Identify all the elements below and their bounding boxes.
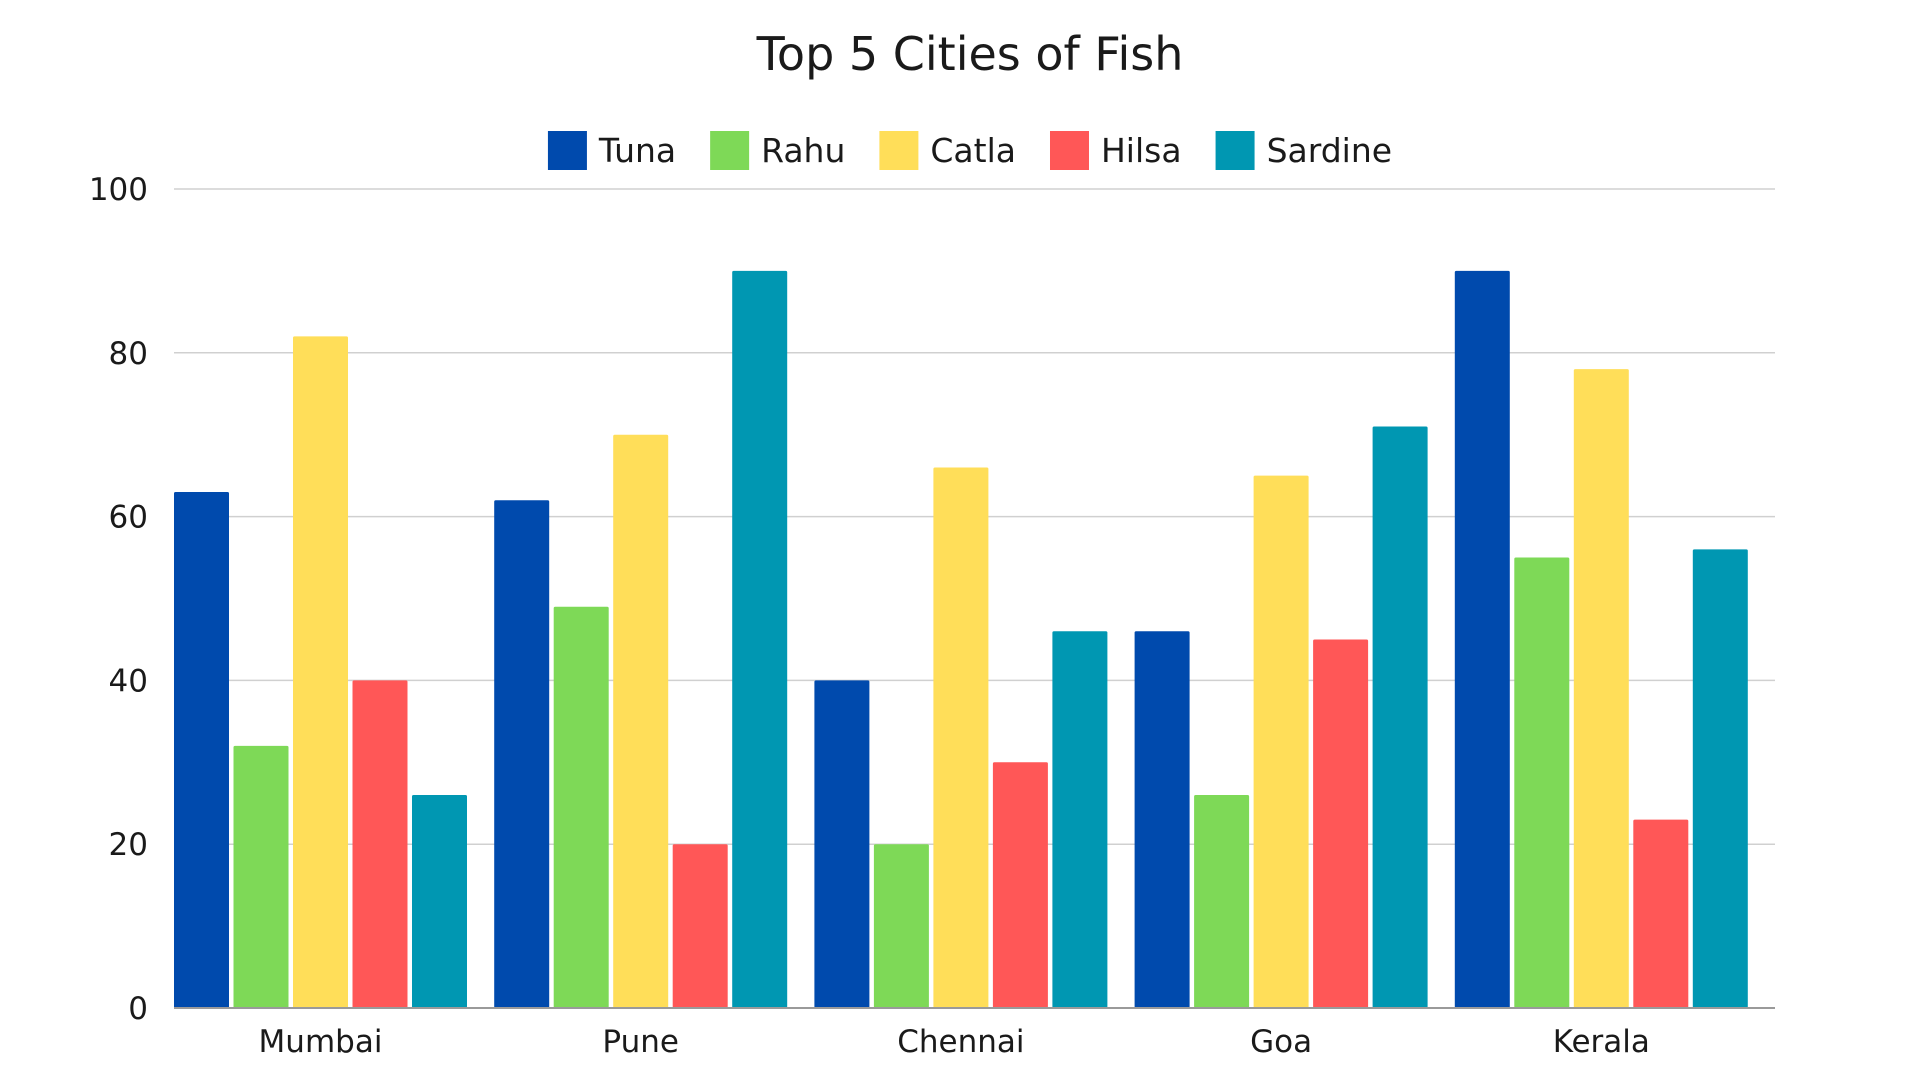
bar-sardine-chennai — [1052, 631, 1108, 1008]
bar-tuna-mumbai — [174, 492, 229, 1008]
x-category-label: Kerala — [1553, 1024, 1650, 1060]
x-category-label: Mumbai — [259, 1024, 383, 1060]
bar-sardine-pune — [732, 270, 788, 1008]
bar-hilsa-mumbai — [352, 680, 408, 1008]
bar-rahu-chennai — [873, 844, 929, 1008]
legend-swatch-sardine — [1215, 131, 1255, 170]
legend-label: Hilsa — [1101, 131, 1182, 170]
bar-sardine-goa — [1372, 426, 1428, 1008]
legend-swatch-hilsa — [1049, 131, 1089, 170]
bar-tuna-pune — [494, 500, 550, 1008]
bar-tuna-goa — [1134, 631, 1190, 1008]
chart-title: Top 5 Cities of Fish — [756, 27, 1184, 81]
legend-swatch-catla — [879, 131, 919, 170]
bars — [174, 270, 1748, 1009]
y-tick-label: 20 — [109, 827, 148, 863]
bar-hilsa-kerala — [1633, 819, 1689, 1008]
y-tick-label: 100 — [89, 172, 148, 208]
bar-tuna-kerala — [1454, 270, 1510, 1008]
bar-rahu-goa — [1194, 795, 1250, 1008]
y-tick-label: 80 — [109, 336, 148, 372]
legend-label: Tuna — [598, 131, 676, 170]
y-axis-ticks: 0 20 40 60 80 100 — [89, 172, 148, 1027]
bar-hilsa-chennai — [992, 762, 1048, 1008]
bar-catla-kerala — [1573, 369, 1629, 1008]
bar-catla-chennai — [933, 467, 989, 1009]
x-category-label: Pune — [602, 1024, 679, 1060]
legend-label: Sardine — [1267, 131, 1393, 170]
legend-label: Catla — [930, 131, 1016, 170]
bar-catla-mumbai — [293, 336, 348, 1008]
bar-tuna-chennai — [814, 680, 870, 1008]
bar-sardine-kerala — [1692, 549, 1748, 1008]
bar-rahu-kerala — [1514, 557, 1570, 1008]
bar-catla-pune — [613, 434, 669, 1008]
bar-sardine-mumbai — [412, 795, 467, 1008]
x-category-label: Goa — [1250, 1024, 1312, 1060]
y-tick-label: 40 — [109, 663, 148, 699]
legend-label: Rahu — [761, 131, 845, 170]
bar-hilsa-goa — [1313, 639, 1369, 1008]
bar-rahu-mumbai — [233, 745, 289, 1008]
bar-hilsa-pune — [672, 844, 728, 1008]
y-tick-label: 60 — [109, 500, 148, 536]
y-tick-label: 0 — [128, 991, 148, 1027]
legend-swatch-rahu — [710, 131, 750, 170]
bar-rahu-pune — [553, 606, 609, 1008]
x-category-label: Chennai — [897, 1024, 1024, 1060]
x-axis-categories: Mumbai Pune Chennai Goa Kerala — [259, 1024, 1650, 1060]
legend-swatch-tuna — [547, 131, 587, 170]
legend: Tuna Rahu Catla Hilsa Sardine — [547, 131, 1393, 170]
bar-catla-goa — [1253, 475, 1309, 1008]
